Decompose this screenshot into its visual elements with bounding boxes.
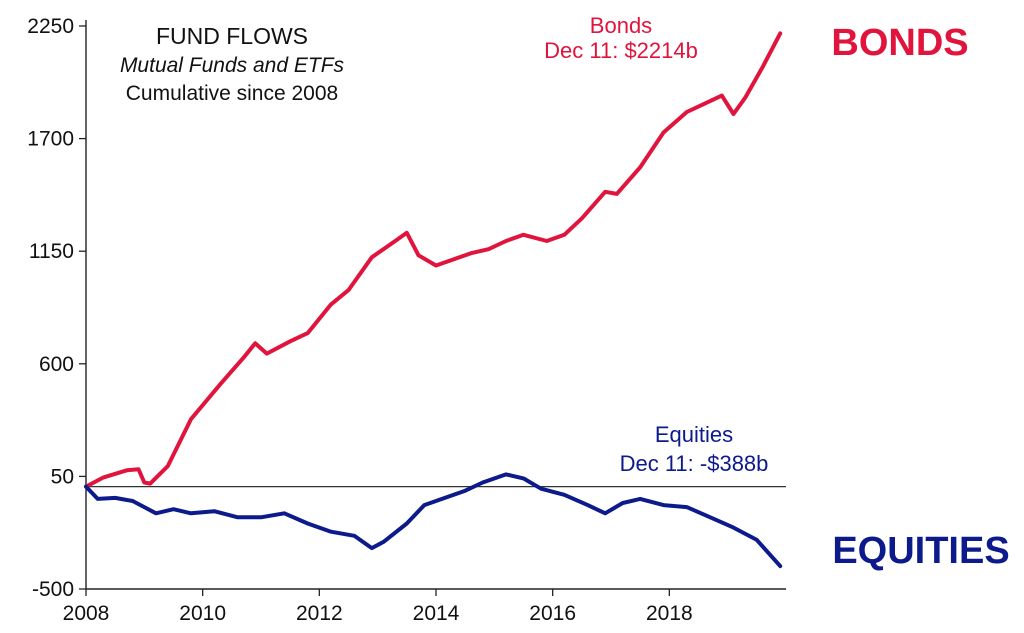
x-tick-label: 2012 xyxy=(296,602,343,625)
y-tick-label: 2250 xyxy=(27,15,74,38)
series-layer xyxy=(84,31,783,569)
equities-side-label: EQUITIES xyxy=(832,530,1009,572)
series-line-bonds xyxy=(84,31,783,489)
y-tick-label: 1150 xyxy=(29,240,74,263)
x-tick-label: 2014 xyxy=(413,602,460,625)
bonds-annotation-line2: Dec 11: $2214b xyxy=(544,38,698,63)
y-tick-label: -500 xyxy=(32,578,74,601)
chart-subtitle-2: Cumulative since 2008 xyxy=(126,82,338,105)
tick-marks: -500 50 600 1150 1700 2250 2008 2010 2012 2014 201… xyxy=(27,15,692,625)
x-tick-label: 2016 xyxy=(529,602,576,625)
equities-annotation-line2: Dec 11: -$388b xyxy=(620,451,769,476)
x-tick-label: 2010 xyxy=(179,602,226,625)
series-line-equities xyxy=(84,472,783,569)
chart-subtitle: Mutual Funds and ETFs xyxy=(120,54,345,77)
chart-title: FUND FLOWS xyxy=(156,23,308,49)
axes xyxy=(85,20,786,590)
x-tick-label: 2008 xyxy=(63,602,110,625)
y-tick-label: 1700 xyxy=(27,128,74,151)
bonds-side-label: BONDS xyxy=(831,22,968,64)
y-tick-label: 50 xyxy=(51,465,74,488)
y-tick-label: 600 xyxy=(39,353,74,376)
x-tick-label: 2018 xyxy=(646,602,693,625)
bonds-annotation-line1: Bonds xyxy=(590,13,652,38)
equities-annotation-line1: Equities xyxy=(655,422,733,447)
